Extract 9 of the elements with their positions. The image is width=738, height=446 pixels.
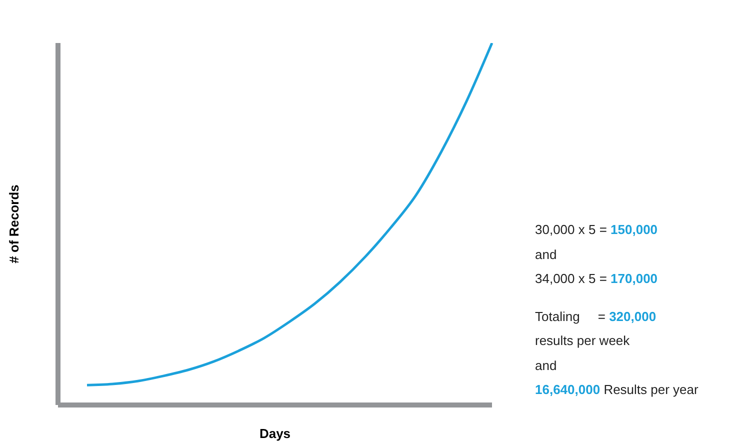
text: results per week bbox=[535, 333, 630, 348]
x-axis-title: Days bbox=[259, 426, 291, 441]
text: 30,000 x 5 = 150,000 bbox=[535, 222, 658, 237]
text: 16,640,000 Results per year bbox=[535, 382, 698, 397]
y-axis-title: # of Records bbox=[6, 184, 22, 264]
text: 34,000 x 5 = 170,000 bbox=[535, 271, 658, 286]
text: and bbox=[535, 246, 557, 262]
text: Totaling = 320,000 bbox=[535, 308, 656, 324]
text: and bbox=[535, 358, 557, 372]
